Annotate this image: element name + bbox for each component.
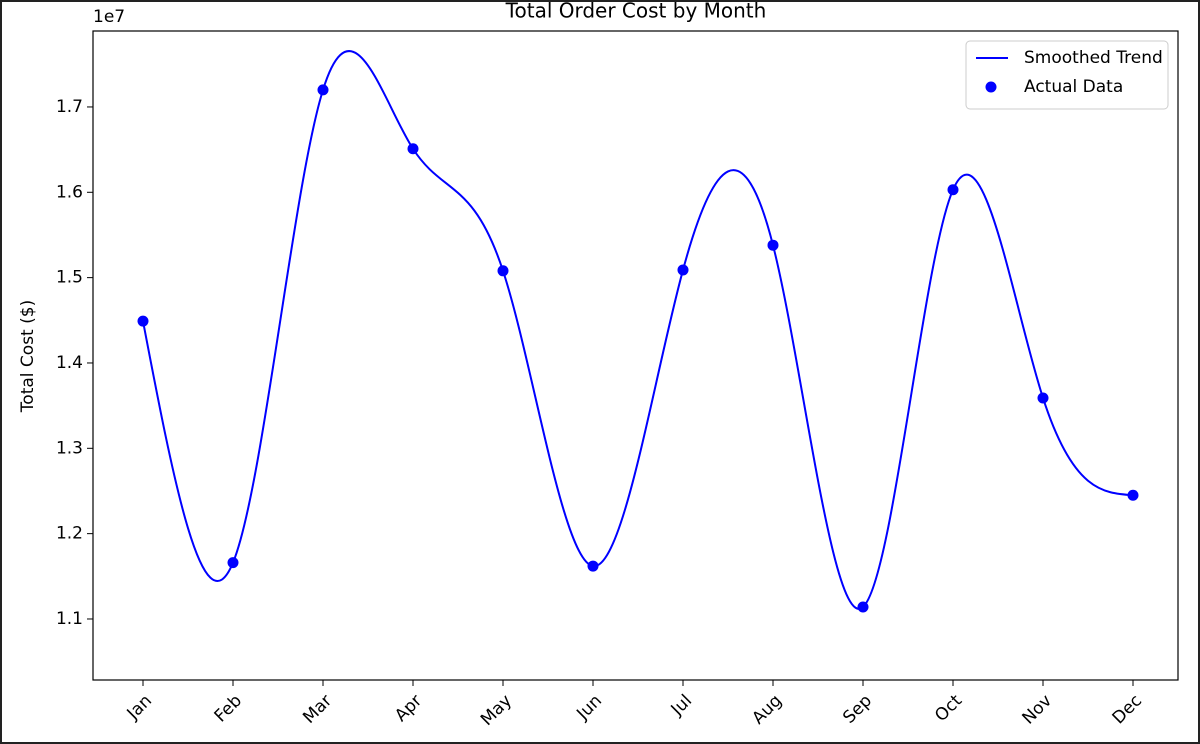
- data-point: [227, 557, 239, 569]
- legend-label: Smoothed Trend: [1024, 48, 1163, 68]
- data-point: [857, 601, 869, 613]
- y-axis-label: Total Cost ($): [18, 300, 38, 413]
- chart-title: Total Order Cost by Month: [505, 0, 767, 23]
- data-point: [497, 265, 509, 277]
- legend-marker: [985, 81, 997, 93]
- y-tick-label: 1.3: [56, 438, 83, 458]
- plot-area: [92, 30, 1179, 681]
- data-point: [1037, 392, 1049, 404]
- data-point: [767, 239, 779, 251]
- data-point: [677, 264, 689, 276]
- data-point: [407, 143, 419, 155]
- trend-line: [142, 50, 1134, 610]
- y-tick-label: 1.2: [56, 524, 83, 544]
- legend: Smoothed Trend Actual Data: [965, 40, 1169, 110]
- data-point: [587, 560, 599, 572]
- y-tick-label: 1.1: [56, 609, 83, 629]
- offset-label: 1e7: [93, 7, 125, 27]
- legend-box: [965, 40, 1169, 110]
- y-tick-label: 1.6: [56, 182, 83, 202]
- data-point: [947, 184, 959, 196]
- data-point: [317, 84, 329, 96]
- data-point: [137, 315, 149, 327]
- y-tick-label: 1.4: [56, 353, 83, 373]
- y-tick-label: 1.5: [56, 268, 83, 288]
- y-tick-label: 1.7: [56, 97, 83, 117]
- data-point: [1127, 489, 1139, 501]
- legend-label: Actual Data: [1024, 77, 1123, 97]
